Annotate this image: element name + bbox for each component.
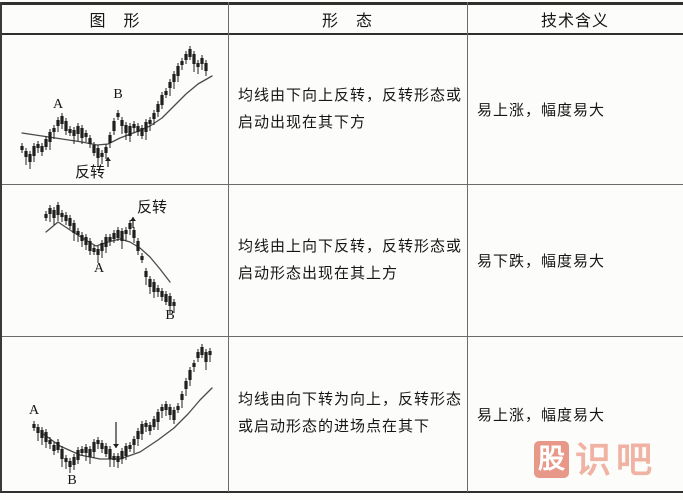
chart-annotation-label: A xyxy=(29,403,40,418)
candlesticks xyxy=(44,202,176,314)
pattern-text-line: 均线由上向下反转，反转形态或 xyxy=(238,238,463,255)
column-divider-2 xyxy=(467,2,468,492)
watermark-block-char: 股 xyxy=(534,441,569,478)
candlesticks xyxy=(20,46,208,169)
chart-annotation-label: 反转 xyxy=(137,199,167,216)
candlestick-chart-uptrend-reversal: A B 反转 xyxy=(20,46,213,181)
chart-annotation-label: A xyxy=(94,261,105,276)
moving-average-line xyxy=(41,387,213,460)
row1-separator-rule xyxy=(0,184,683,185)
candlesticks xyxy=(32,344,212,473)
pattern-text-line: 均线由下向上反转，反转形态或 xyxy=(238,87,463,104)
chart-annotation-label: B xyxy=(67,473,76,488)
row2-separator-rule xyxy=(0,336,683,337)
chart-annotation-label: B xyxy=(165,308,174,323)
table-top-rule xyxy=(0,2,683,5)
meaning-text: 易上涨，幅度易大 xyxy=(477,407,606,424)
watermark-gushiba: 股 识吧 xyxy=(534,441,657,478)
pattern-description-row3: 均线由向下转为向上，反转形态 或启动形态的进场点在其下 xyxy=(238,337,463,491)
pattern-text-line: 启动出现在其下方 xyxy=(238,114,367,131)
technical-meaning-row3: 易上涨，幅度易大 xyxy=(477,337,677,491)
header-separator-rule xyxy=(0,33,683,35)
pattern-text-line: 均线由向下转为向上，反转形态 xyxy=(238,392,463,408)
pattern-description-row2: 均线由上向下反转，反转形态或 启动形态出现在其上方 xyxy=(238,185,463,336)
candlestick-chart-downtrend-reversal: A B 反转 xyxy=(44,199,176,323)
arrow-up-icon xyxy=(105,157,111,167)
pattern-description-row1: 均线由下向上反转，反转形态或 启动出现在其下方 xyxy=(238,35,463,184)
candlestick-chart-rounded-bottom: AB xyxy=(29,344,213,488)
moving-average-line xyxy=(45,221,171,283)
chart-annotation-label: B xyxy=(113,87,122,102)
moving-average-line xyxy=(21,75,213,146)
column-header-chart: 图 形 xyxy=(89,13,141,30)
column-divider-1 xyxy=(228,2,229,492)
technical-meaning-row1: 易上涨，幅度易大 xyxy=(477,35,677,184)
chart-annotation-label: A xyxy=(53,97,64,112)
table-left-rule xyxy=(0,2,2,492)
meaning-text: 易下跌，幅度易大 xyxy=(477,254,606,270)
chart-annotation-label: 反转 xyxy=(75,164,105,181)
pattern-text-line: 或启动形态的进场点在其下 xyxy=(238,419,431,435)
column-header-technical-meaning: 技术含义 xyxy=(540,13,609,30)
arrow-up-icon xyxy=(130,217,136,228)
arrow-down-icon xyxy=(113,422,119,448)
meaning-text: 易上涨，幅度易大 xyxy=(477,103,606,119)
pattern-text-line: 启动形态出现在其上方 xyxy=(238,265,399,282)
table-bottom-rule xyxy=(0,491,683,493)
watermark-suffix-text: 识吧 xyxy=(575,439,658,480)
technical-meaning-row2: 易下跌，幅度易大 xyxy=(477,185,677,336)
column-header-pattern: 形 态 xyxy=(321,13,373,30)
